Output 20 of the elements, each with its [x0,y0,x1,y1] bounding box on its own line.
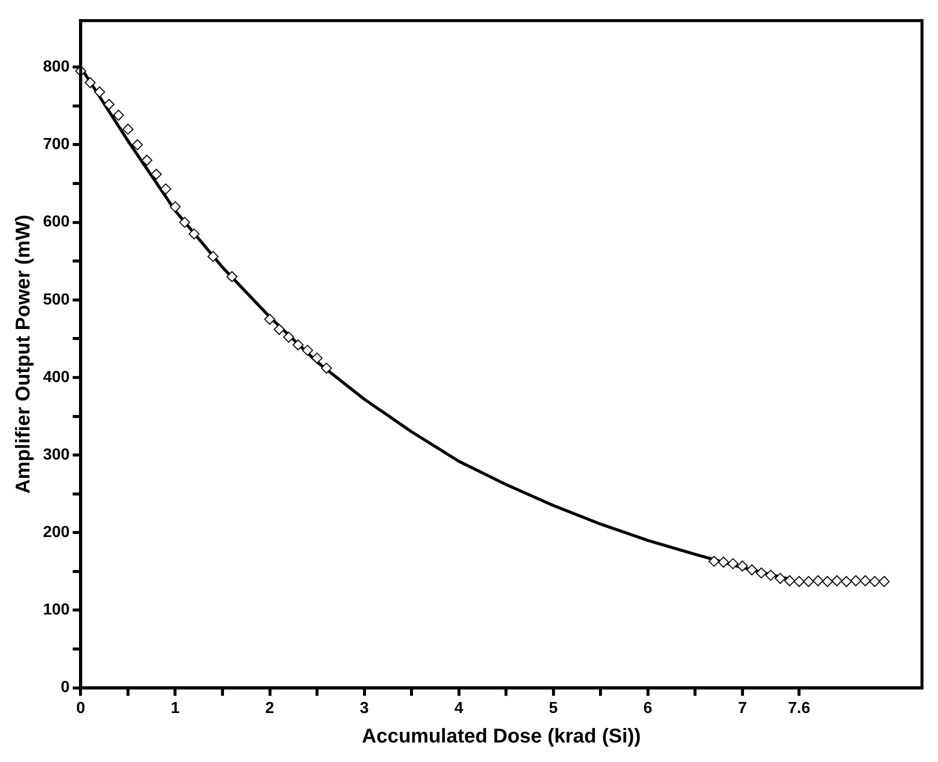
x-tick-label: 1 [170,700,180,717]
y-tick-label: 0 [60,679,70,696]
y-tick-label: 800 [42,58,70,76]
y-tick-label: 700 [42,136,70,154]
y-axis-title: Amplifier Output Power (mW) [12,214,35,494]
x-tick-label: 7.6 [788,700,810,717]
x-axis-title: Accumulated Dose (krad (Si)) [362,726,641,748]
x-tick-label: 4 [454,700,464,717]
x-tick-label: 5 [548,700,558,717]
y-tick-label: 200 [42,524,70,542]
x-tick-label: 6 [643,700,652,717]
y-tick-label: 500 [42,291,70,308]
x-tick-label: 0 [76,700,86,717]
y-tick-label: 400 [42,368,70,386]
x-tick-label: 3 [360,700,369,717]
y-tick-label: 100 [42,602,70,619]
x-tick-label: 2 [265,700,274,717]
y-tick-label: 600 [42,214,70,231]
y-tick-label: 300 [42,446,70,464]
x-tick-label: 7 [738,700,747,717]
